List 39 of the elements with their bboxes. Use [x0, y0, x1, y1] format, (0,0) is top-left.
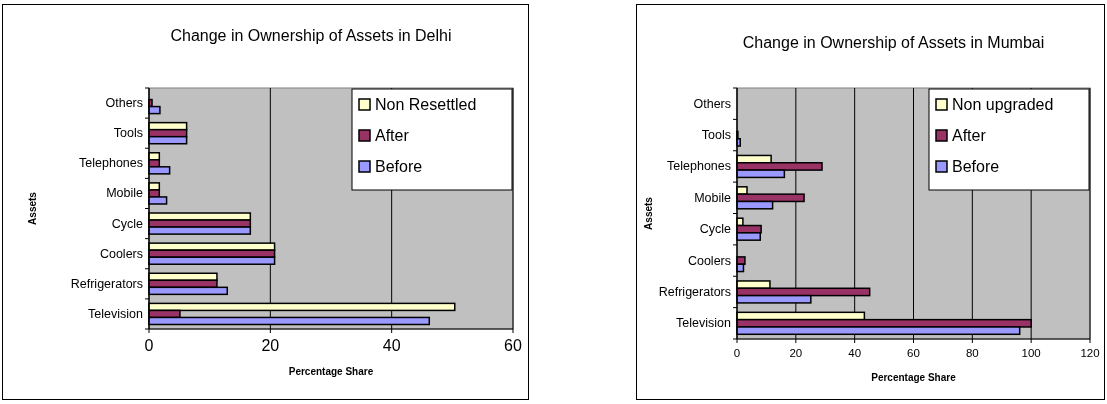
y-tick-label: Television [676, 316, 732, 331]
x-tick-label: 0 [733, 346, 741, 359]
y-axis-title: Assets [27, 191, 38, 225]
x-axis-title: Percentage Share [871, 371, 957, 383]
x-tick-label: 40 [382, 337, 401, 354]
legend-label: Non Resettled [375, 96, 477, 113]
x-tick-label: 60 [907, 346, 920, 359]
x-tick-label: 40 [848, 346, 862, 359]
legend-label: After [952, 127, 987, 144]
chart-title: Change in Ownership of Assets in Mumbai [742, 34, 1045, 51]
y-tick-label: Telephones [79, 156, 143, 171]
x-tick-label: 60 [504, 337, 522, 354]
y-tick-label: Coolers [687, 253, 731, 268]
y-tick-label: Coolers [99, 246, 143, 261]
x-tick-label: 20 [261, 337, 280, 354]
y-tick-label: Mobile [106, 186, 144, 201]
x-tick-label: 0 [144, 337, 154, 354]
x-tick-label: 20 [789, 346, 803, 359]
legend-label: Non upgraded [952, 96, 1054, 113]
y-tick-label: Tools [701, 128, 731, 143]
y-axis-title: Assets [643, 196, 654, 230]
y-tick-label: Refrigerators [658, 284, 731, 299]
y-tick-label: Cycle [699, 222, 732, 237]
x-axis-title: Percentage Share [288, 366, 374, 377]
y-tick-label: Telephones [667, 159, 731, 174]
y-tick-label: Tools [113, 126, 143, 141]
chart-title: Change in Ownership of Assets in Delhi [170, 27, 452, 44]
y-tick-label: Television [88, 306, 144, 321]
y-tick-label: Cycle [111, 216, 144, 231]
legend-label: Before [952, 158, 1000, 175]
y-tick-label: Others [693, 96, 731, 111]
legend-label: Before [375, 158, 423, 175]
x-tick-label: 80 [965, 346, 979, 359]
y-tick-label: Mobile [694, 190, 732, 205]
x-tick-label: 120 [1080, 346, 1100, 359]
legend-label: After [375, 127, 410, 144]
y-tick-label: Refrigerators [70, 276, 143, 291]
y-tick-label: Others [105, 96, 143, 111]
x-tick-label: 100 [1021, 346, 1041, 359]
